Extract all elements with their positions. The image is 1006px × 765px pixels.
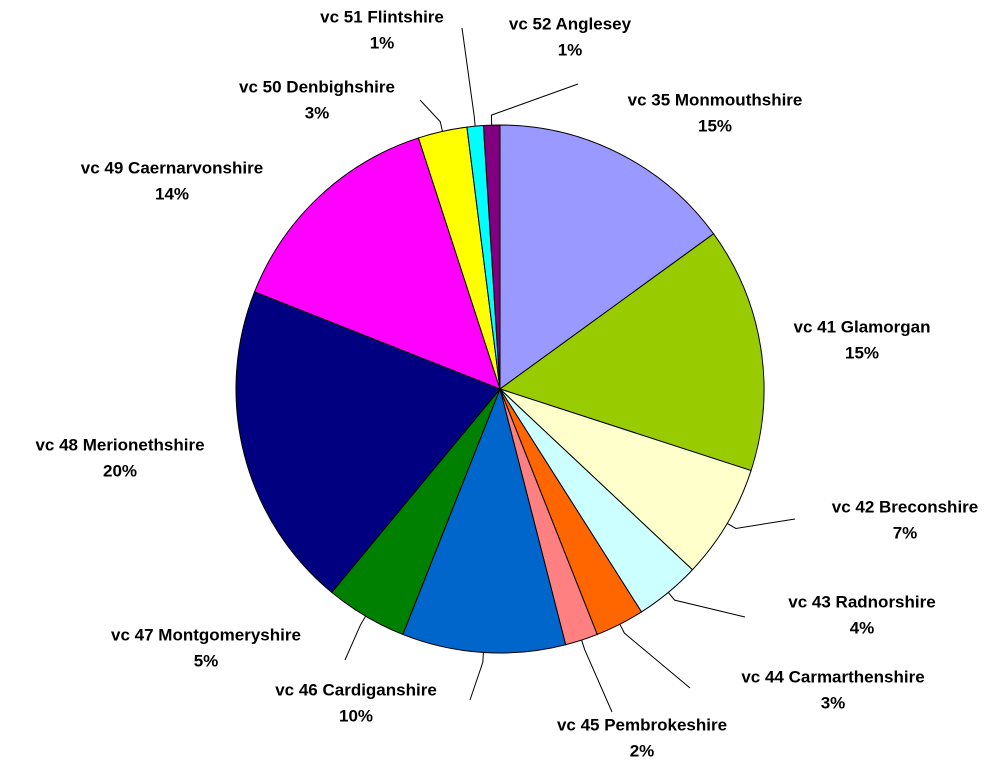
slice-value-label: 15% — [845, 343, 879, 362]
slice-value-label: 5% — [194, 651, 219, 670]
leader-line — [490, 83, 579, 126]
slice-value-label: 2% — [630, 741, 655, 760]
slice-value-label: 1% — [558, 40, 583, 59]
slice-value-label: 4% — [850, 618, 875, 637]
slice-label: vc 51 Flintshire — [320, 7, 444, 26]
leader-line — [581, 639, 613, 713]
leader-line — [619, 623, 691, 689]
slice-label: vc 49 Caernarvonshire — [81, 158, 263, 177]
pie-slice — [498, 233, 765, 472]
leader-line — [344, 615, 367, 661]
slice-label: vc 42 Breconshire — [832, 497, 978, 516]
slice-value-label: 20% — [103, 461, 137, 480]
slice-label: vc 46 Cardiganshire — [275, 680, 437, 699]
leader-line — [726, 518, 796, 529]
leader-line — [667, 592, 746, 618]
slice-value-label: 7% — [893, 523, 918, 542]
pie-slice — [499, 388, 752, 571]
pie-slice — [235, 291, 501, 594]
slice-value-label: 3% — [821, 693, 846, 712]
slice-value-label: 3% — [305, 103, 330, 122]
leader-line — [461, 27, 476, 127]
slice-value-label: 1% — [370, 33, 395, 52]
slice-label: vc 35 Monmouthshire — [628, 90, 803, 109]
pie-slice — [499, 124, 715, 390]
slice-label: vc 45 Pembrokeshire — [557, 715, 727, 734]
leader-line — [469, 652, 484, 701]
slice-label: vc 48 Merionethshire — [35, 435, 204, 454]
slice-label: vc 43 Radnorshire — [788, 592, 935, 611]
slice-value-label: 14% — [155, 184, 189, 203]
leader-line — [419, 99, 443, 132]
slice-label: vc 47 Montgomeryshire — [111, 625, 301, 644]
slice-label: vc 41 Glamorgan — [793, 317, 930, 336]
slice-label: vc 52 Anglesey — [509, 14, 632, 33]
slice-label: vc 44 Carmarthenshire — [741, 667, 924, 686]
pie-slice — [482, 124, 501, 390]
slice-value-label: 10% — [339, 706, 373, 725]
slice-label: vc 50 Denbighshire — [239, 77, 395, 96]
pie-slice — [402, 387, 567, 654]
slice-value-label: 15% — [698, 116, 732, 135]
